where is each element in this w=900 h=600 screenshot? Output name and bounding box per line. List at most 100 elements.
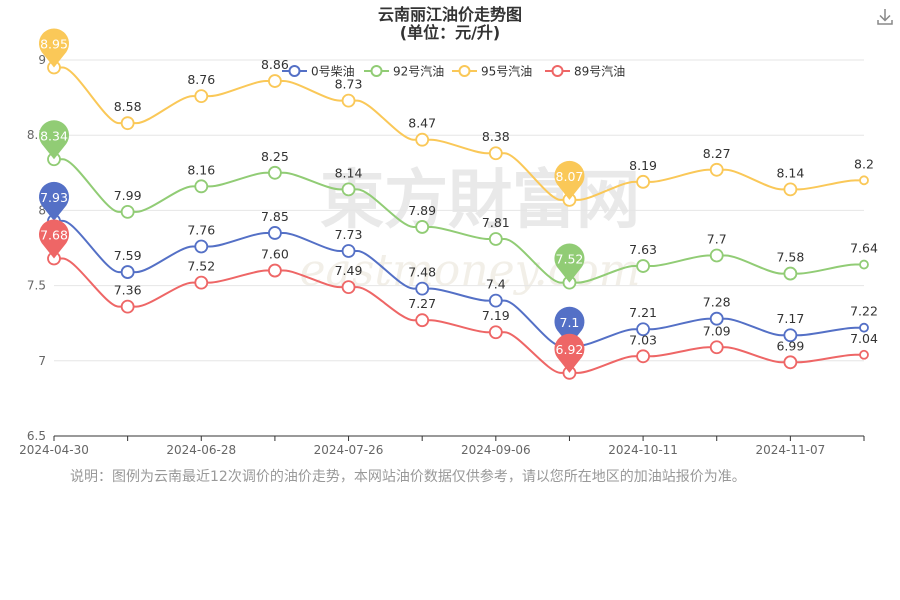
value-labels: 7.59 7.76 7.85 7.73 7.48 7.4 7.21 7.28 7.17 7.22 7… [114, 57, 878, 353]
data-point[interactable] [709, 340, 724, 355]
data-label: 8.86 [261, 57, 289, 72]
marker-pin-label: 6.92 [556, 342, 584, 357]
data-point[interactable] [636, 259, 650, 273]
data-point[interactable] [783, 355, 798, 370]
data-point[interactable] [709, 162, 724, 177]
data-point[interactable] [120, 205, 135, 219]
marker-pin: 8.34 [39, 120, 69, 160]
legend-marker [370, 65, 383, 77]
data-point[interactable] [120, 265, 135, 279]
data-point[interactable] [268, 74, 282, 88]
data-point[interactable] [194, 179, 209, 194]
data-point[interactable] [415, 132, 430, 147]
data-point[interactable] [488, 146, 503, 161]
data-label: 7.85 [261, 209, 289, 224]
marker-pin-label: 8.95 [40, 37, 68, 52]
legend-marker [551, 65, 564, 77]
chart-subtitle: (单位：元/升) [400, 23, 500, 42]
data-point[interactable] [415, 220, 430, 234]
legend-item[interactable]: 0号柴油 [282, 65, 355, 79]
data-point[interactable] [783, 328, 798, 343]
data-point[interactable] [709, 248, 724, 263]
marker-pin: 7.52 [554, 243, 585, 283]
data-point[interactable] [341, 244, 356, 258]
data-label: 7.59 [114, 248, 142, 263]
data-label: 7.19 [482, 308, 510, 323]
marker-pin-shape [554, 160, 585, 200]
y-tick-label: 6.5 [27, 429, 46, 443]
data-point[interactable] [783, 266, 798, 281]
data-label: 7.73 [335, 227, 363, 242]
data-point[interactable] [268, 263, 282, 278]
data-point[interactable] [194, 275, 209, 290]
data-point[interactable] [194, 239, 209, 254]
data-point[interactable] [415, 281, 430, 296]
data-label: 7.09 [703, 323, 731, 338]
legend-label: 95号汽油 [481, 64, 532, 79]
data-label: 7.4 [486, 277, 506, 292]
x-tick-label: 2024-04-30 [19, 443, 89, 457]
y-tick-label: 7 [38, 354, 46, 368]
legend: 0号柴油 92号汽油 95号汽油 89号汽油 [282, 64, 625, 79]
data-point[interactable] [709, 311, 724, 326]
marker-pin-label: 8.07 [556, 169, 584, 184]
download-icon-glyph [877, 9, 893, 25]
legend-label: 89号汽油 [574, 64, 625, 79]
data-label: 7.21 [629, 305, 657, 320]
legend-item[interactable]: 95号汽油 [452, 64, 532, 79]
data-point[interactable] [341, 182, 356, 197]
data-point[interactable] [415, 313, 430, 328]
data-label: 8.27 [703, 146, 731, 161]
data-point[interactable] [194, 89, 209, 103]
data-point[interactable] [859, 175, 869, 186]
data-point[interactable] [268, 165, 282, 180]
data-point[interactable] [636, 174, 650, 189]
data-point[interactable] [783, 182, 798, 197]
x-tick-label: 2024-07-26 [314, 443, 384, 457]
data-point[interactable] [859, 322, 869, 333]
marker-pin-label: 7.68 [40, 228, 68, 243]
data-label: 8.38 [482, 129, 510, 144]
data-point[interactable] [488, 325, 503, 340]
data-label: 7.28 [703, 295, 731, 310]
data-label: 8.16 [187, 162, 215, 177]
watermark-text: 東方財富网 [320, 164, 640, 238]
series-layer [47, 60, 869, 380]
marker-pin-label: 7.52 [556, 252, 584, 267]
legend-marker [288, 65, 301, 77]
data-label: 7.81 [482, 215, 510, 230]
data-point[interactable] [859, 349, 869, 360]
data-point[interactable] [120, 299, 135, 314]
x-tick-label: 2024-10-11 [608, 443, 678, 457]
data-label: 7.58 [776, 250, 804, 265]
data-point[interactable] [636, 322, 650, 337]
marker-pin-label: 8.34 [40, 128, 68, 143]
data-label: 7.99 [114, 188, 142, 203]
data-label: 6.99 [776, 338, 804, 353]
legend-item[interactable]: 92号汽油 [364, 64, 444, 79]
data-point[interactable] [341, 93, 356, 108]
download-icon[interactable] [874, 6, 896, 28]
data-label: 7.76 [187, 222, 215, 237]
data-label: 7.36 [114, 283, 142, 298]
data-point[interactable] [859, 259, 869, 270]
data-label: 8.2 [854, 156, 874, 171]
marker-pin-shape [39, 181, 69, 221]
series-line [54, 66, 864, 201]
data-point[interactable] [341, 280, 356, 295]
marker-pin-label: 7.1 [560, 315, 580, 330]
marker-pin: 6.92 [554, 333, 585, 373]
data-label: 7.64 [850, 241, 878, 256]
x-axis: 2024-04-30 2024-06-28 2024-07-26 2024-09-06… [19, 435, 865, 457]
data-label: 7.03 [629, 332, 657, 347]
legend-item[interactable]: 89号汽油 [545, 64, 625, 79]
data-label: 7.22 [850, 304, 878, 319]
data-point[interactable] [488, 293, 503, 308]
data-point[interactable] [488, 232, 503, 246]
data-point[interactable] [120, 116, 135, 131]
data-point[interactable] [268, 226, 282, 240]
data-point[interactable] [636, 349, 650, 364]
y-tick-label: 9 [38, 53, 46, 67]
marker-pin-label: 7.93 [40, 190, 68, 205]
